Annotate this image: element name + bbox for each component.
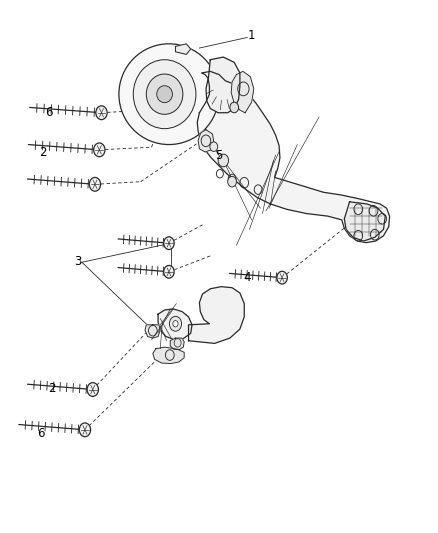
Text: 1: 1 bbox=[248, 29, 255, 42]
Text: 5: 5 bbox=[215, 149, 223, 161]
Circle shape bbox=[89, 177, 101, 191]
Circle shape bbox=[230, 102, 239, 113]
Polygon shape bbox=[206, 57, 240, 113]
Circle shape bbox=[79, 423, 91, 437]
Ellipse shape bbox=[119, 44, 219, 144]
Circle shape bbox=[87, 383, 99, 397]
Polygon shape bbox=[198, 130, 214, 152]
Polygon shape bbox=[145, 325, 160, 338]
Polygon shape bbox=[188, 287, 244, 343]
Text: 6: 6 bbox=[46, 106, 53, 119]
Text: 2: 2 bbox=[39, 146, 46, 159]
Ellipse shape bbox=[133, 60, 196, 128]
Text: 4: 4 bbox=[244, 271, 251, 284]
Circle shape bbox=[96, 106, 107, 119]
Polygon shape bbox=[344, 202, 385, 241]
Circle shape bbox=[277, 271, 287, 284]
Polygon shape bbox=[158, 309, 192, 340]
Circle shape bbox=[218, 154, 229, 167]
Polygon shape bbox=[153, 347, 184, 364]
Circle shape bbox=[164, 265, 174, 278]
Text: 3: 3 bbox=[74, 255, 81, 268]
Circle shape bbox=[173, 320, 178, 327]
Circle shape bbox=[228, 176, 237, 187]
Polygon shape bbox=[170, 338, 184, 350]
Ellipse shape bbox=[146, 74, 183, 114]
Polygon shape bbox=[231, 71, 254, 113]
Circle shape bbox=[164, 237, 174, 249]
Circle shape bbox=[170, 317, 182, 331]
Circle shape bbox=[94, 143, 105, 157]
Text: 6: 6 bbox=[37, 427, 44, 440]
Polygon shape bbox=[176, 44, 191, 54]
Ellipse shape bbox=[157, 86, 173, 103]
Polygon shape bbox=[197, 71, 390, 243]
Text: 2: 2 bbox=[48, 382, 55, 395]
Circle shape bbox=[210, 142, 218, 151]
